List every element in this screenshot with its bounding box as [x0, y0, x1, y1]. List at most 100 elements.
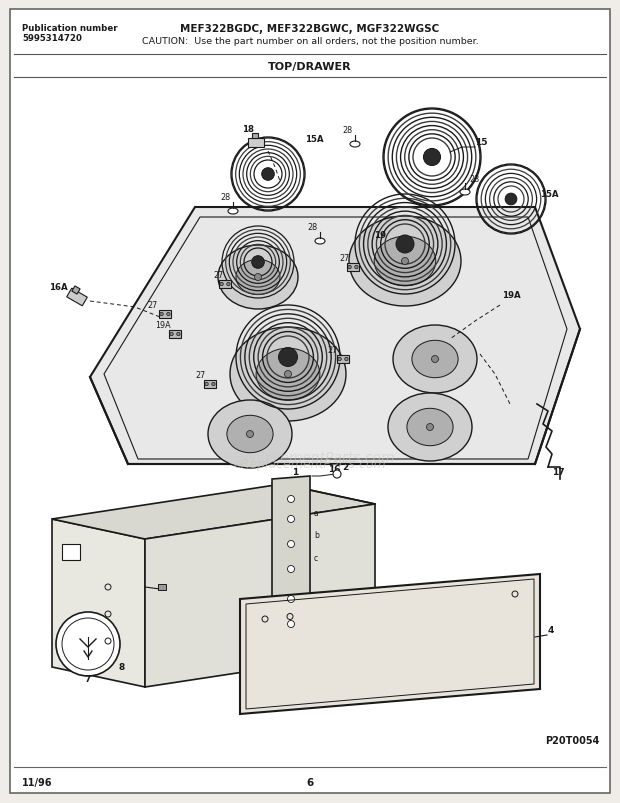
Text: 6: 6 [306, 777, 314, 787]
Circle shape [56, 612, 120, 676]
Bar [159, 311, 171, 319]
Ellipse shape [315, 238, 325, 245]
Circle shape [288, 516, 294, 523]
Circle shape [278, 349, 298, 367]
Text: 27: 27 [327, 345, 337, 355]
Text: 5995314720: 5995314720 [22, 34, 82, 43]
Circle shape [288, 621, 294, 628]
Circle shape [423, 149, 441, 166]
Circle shape [247, 431, 254, 438]
Ellipse shape [230, 328, 346, 422]
Text: 19A: 19A [502, 291, 521, 300]
Text: 19: 19 [374, 230, 386, 240]
Bar [337, 355, 349, 364]
Circle shape [348, 266, 352, 269]
Circle shape [285, 371, 291, 378]
Polygon shape [145, 504, 375, 687]
Text: eReplacementParts.com: eReplacementParts.com [225, 450, 395, 464]
Text: b: b [314, 530, 319, 540]
Text: 27: 27 [195, 370, 205, 380]
Circle shape [355, 266, 358, 269]
Text: 1: 1 [292, 467, 298, 476]
Ellipse shape [208, 401, 292, 468]
Text: 11/96: 11/96 [22, 777, 53, 787]
Ellipse shape [349, 217, 461, 307]
Text: 18: 18 [242, 124, 254, 134]
Bar [219, 280, 231, 289]
Circle shape [262, 169, 274, 181]
Bar [67, 289, 87, 307]
Polygon shape [240, 574, 540, 714]
Ellipse shape [218, 246, 298, 310]
Text: 27: 27 [213, 271, 223, 279]
Bar [252, 134, 258, 139]
Ellipse shape [227, 416, 273, 453]
Text: 28: 28 [469, 175, 479, 184]
Circle shape [396, 236, 414, 254]
Circle shape [252, 256, 264, 269]
Text: eReplacementParts.com: eReplacementParts.com [234, 458, 386, 471]
Text: P20T0054: P20T0054 [545, 735, 600, 745]
Bar [169, 330, 181, 339]
Circle shape [427, 424, 433, 431]
Text: 16: 16 [328, 464, 340, 474]
Ellipse shape [388, 393, 472, 462]
Bar [248, 138, 264, 147]
Polygon shape [90, 208, 580, 464]
Text: 15A: 15A [305, 135, 324, 144]
Ellipse shape [412, 341, 458, 378]
Text: CAUTION:  Use the part number on all orders, not the position number.: CAUTION: Use the part number on all orde… [141, 37, 479, 46]
Circle shape [205, 383, 208, 386]
Text: 19A: 19A [155, 320, 171, 329]
Text: c: c [314, 553, 318, 562]
Ellipse shape [350, 142, 360, 148]
Text: 8: 8 [119, 662, 125, 671]
Circle shape [338, 358, 341, 361]
Bar [347, 263, 359, 272]
Circle shape [254, 274, 262, 281]
Circle shape [177, 333, 180, 336]
Text: 28: 28 [220, 193, 230, 202]
Circle shape [167, 313, 170, 316]
Circle shape [288, 541, 294, 548]
Circle shape [402, 259, 409, 265]
Text: 7: 7 [85, 675, 91, 683]
Ellipse shape [407, 409, 453, 446]
Text: 28: 28 [342, 126, 352, 135]
Circle shape [160, 313, 163, 316]
Bar [158, 585, 166, 590]
Text: 27: 27 [340, 254, 350, 263]
Text: 17: 17 [552, 467, 565, 476]
Circle shape [288, 496, 294, 503]
Text: 15A: 15A [540, 190, 559, 199]
Polygon shape [272, 476, 310, 647]
Circle shape [345, 358, 348, 361]
Circle shape [211, 383, 215, 386]
Bar [204, 381, 216, 389]
Text: Publication number: Publication number [22, 24, 118, 33]
Text: TOP/DRAWER: TOP/DRAWER [268, 62, 352, 72]
Ellipse shape [228, 209, 238, 214]
Ellipse shape [256, 349, 320, 401]
Text: 15: 15 [475, 138, 487, 147]
Circle shape [227, 283, 230, 287]
Text: 16A: 16A [49, 283, 68, 291]
Text: MEF322BGDC, MEF322BGWC, MGF322WGSC: MEF322BGDC, MEF322BGWC, MGF322WGSC [180, 24, 440, 34]
Text: 4: 4 [548, 626, 554, 634]
Ellipse shape [236, 260, 280, 296]
Circle shape [333, 471, 341, 479]
Text: a: a [314, 508, 319, 517]
Text: 2: 2 [342, 463, 348, 471]
Ellipse shape [374, 237, 436, 287]
Polygon shape [52, 484, 375, 540]
Circle shape [170, 333, 174, 336]
Circle shape [288, 596, 294, 603]
Ellipse shape [393, 325, 477, 393]
Polygon shape [52, 520, 145, 687]
Circle shape [220, 283, 223, 287]
Text: 28: 28 [307, 222, 317, 232]
Text: 27: 27 [147, 300, 157, 310]
Bar [62, 544, 80, 560]
Circle shape [432, 356, 438, 363]
Circle shape [288, 566, 294, 573]
